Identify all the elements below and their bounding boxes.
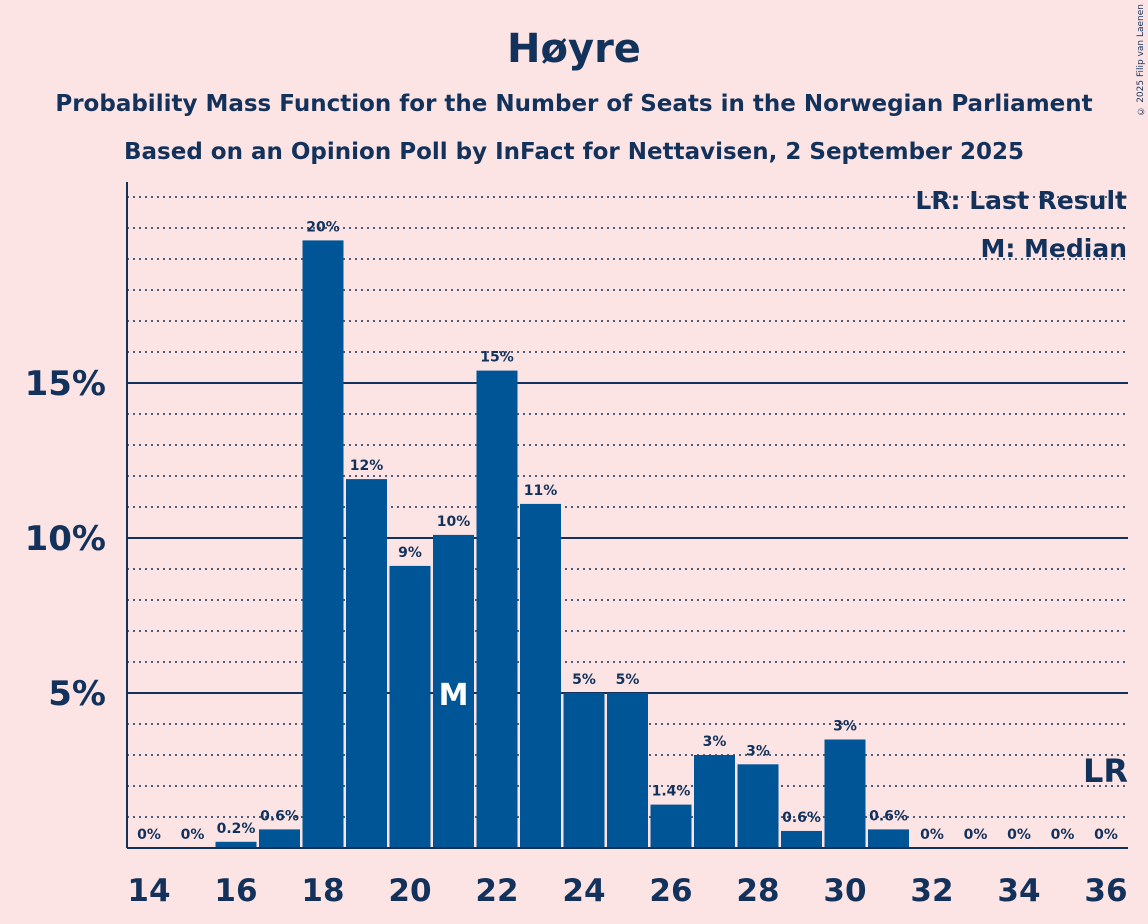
value-label: 15% bbox=[480, 350, 514, 366]
x-tick-label: 30 bbox=[823, 873, 866, 909]
x-tick-label: 28 bbox=[736, 873, 779, 909]
last-result-marker: LR bbox=[1083, 752, 1128, 790]
median-marker: M bbox=[439, 678, 469, 713]
value-label: 0% bbox=[920, 827, 944, 843]
value-label: 0% bbox=[1094, 827, 1118, 843]
x-tick-label: 20 bbox=[388, 873, 431, 909]
value-label: 0.6% bbox=[782, 810, 821, 826]
value-label: 0.6% bbox=[260, 808, 299, 824]
value-label: 5% bbox=[616, 672, 640, 688]
bar bbox=[389, 565, 431, 848]
y-tick-label: 10% bbox=[25, 519, 106, 559]
y-tick-label: 15% bbox=[25, 364, 106, 404]
value-labels: 0% 0% 0.2%0.6%20%12%9%10%15%11%5% 5%1.4%3%3… bbox=[137, 219, 1128, 843]
value-label: 0% bbox=[1007, 827, 1031, 843]
value-label: 3% bbox=[833, 719, 857, 735]
value-label: 3% bbox=[746, 743, 770, 759]
value-label: 0.2% bbox=[217, 821, 256, 837]
y-tick-label: 5% bbox=[48, 674, 106, 714]
bar bbox=[824, 739, 866, 848]
bar bbox=[650, 804, 692, 848]
value-label: 20% bbox=[306, 219, 340, 235]
chart-title: Høyre bbox=[507, 26, 641, 72]
x-tick-label: 26 bbox=[649, 873, 692, 909]
x-tick-label: 16 bbox=[214, 873, 257, 909]
value-label: 3% bbox=[703, 734, 727, 750]
bars bbox=[215, 240, 909, 848]
bar bbox=[781, 830, 822, 848]
x-tick-label: 32 bbox=[910, 873, 953, 909]
bar bbox=[259, 829, 300, 848]
bar bbox=[520, 503, 561, 848]
bar bbox=[433, 534, 474, 848]
x-tick-label: 14 bbox=[127, 873, 170, 909]
legend-median: M: Median bbox=[980, 234, 1127, 263]
value-label: 10% bbox=[437, 514, 471, 530]
bar bbox=[563, 693, 605, 848]
bar bbox=[302, 240, 344, 848]
x-tick-label: 34 bbox=[997, 873, 1040, 909]
bar bbox=[694, 755, 735, 848]
value-label: 5% bbox=[572, 672, 596, 688]
value-label: 0% bbox=[1051, 827, 1075, 843]
axes: 5% 10% 15% 14 16 18 20 22 24 26 28 30 32 34 36 bbox=[25, 182, 1128, 909]
bar bbox=[607, 693, 648, 848]
bar bbox=[868, 829, 909, 848]
x-tick-label: 24 bbox=[562, 873, 605, 909]
x-tick-label: 22 bbox=[475, 873, 518, 909]
chart-subtitle-2: Based on an Opinion Poll by InFact for N… bbox=[123, 139, 1024, 165]
x-tick-label: 36 bbox=[1084, 873, 1127, 909]
value-label: 0.6% bbox=[869, 808, 908, 824]
value-label: 11% bbox=[524, 483, 558, 499]
value-label: 9% bbox=[398, 545, 422, 561]
x-tick-label: 18 bbox=[301, 873, 344, 909]
value-label: 0% bbox=[137, 827, 161, 843]
bar bbox=[346, 479, 387, 848]
gridlines bbox=[127, 196, 1128, 818]
value-label: 12% bbox=[350, 458, 384, 474]
bar bbox=[737, 764, 779, 848]
bar bbox=[476, 370, 518, 848]
value-label: 1.4% bbox=[652, 784, 691, 800]
bar bbox=[215, 841, 257, 848]
value-label: 0% bbox=[964, 827, 988, 843]
chart-subtitle-1: Probability Mass Function for the Number… bbox=[55, 91, 1093, 117]
legend-last-result: LR: Last Result bbox=[915, 186, 1127, 215]
value-label: 0% bbox=[181, 827, 205, 843]
